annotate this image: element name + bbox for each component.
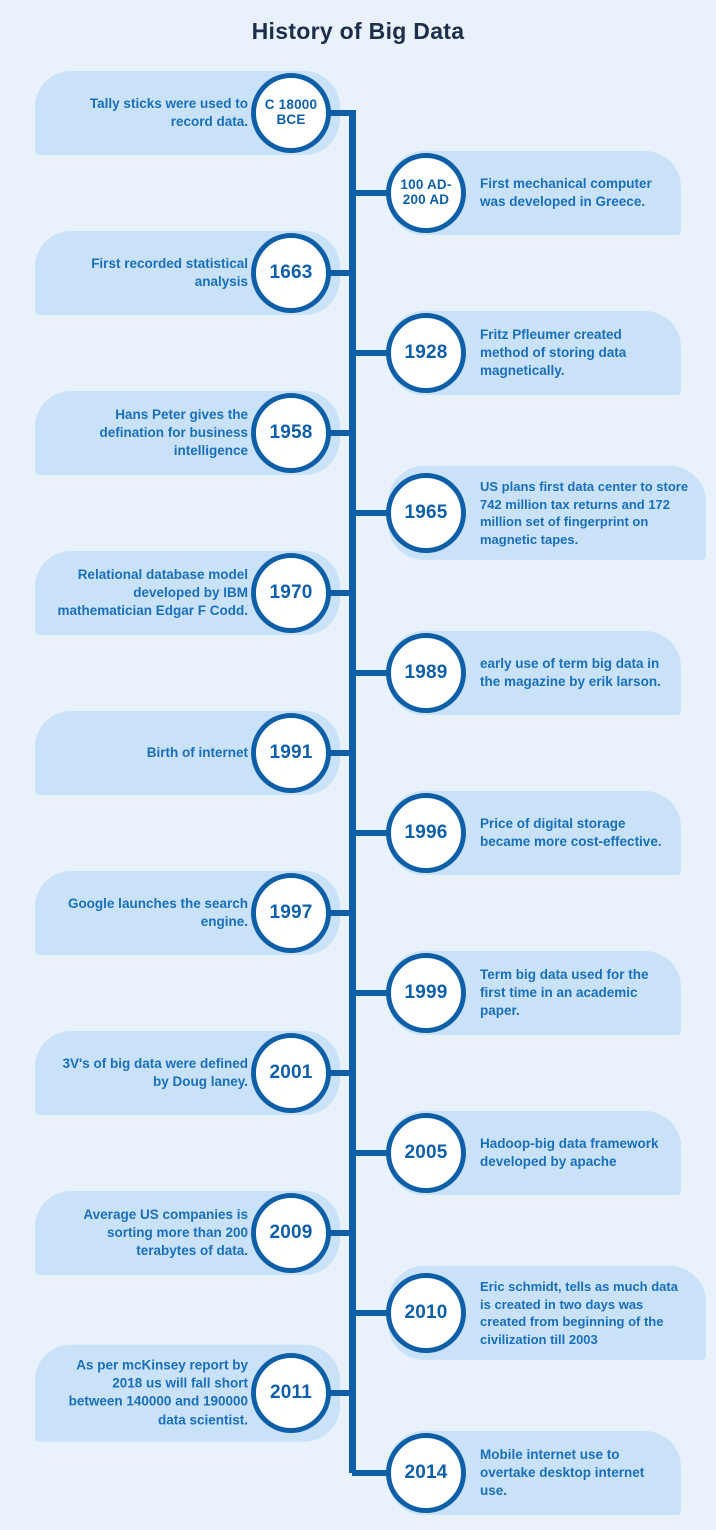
year-circle: 2001 bbox=[251, 1033, 331, 1113]
connector-line bbox=[318, 110, 356, 116]
year-circle: 1663 bbox=[251, 233, 331, 313]
event-description: Hans Peter gives the defination for busi… bbox=[99, 406, 248, 459]
connector-line bbox=[352, 1310, 392, 1316]
year-label: 2011 bbox=[269, 1381, 313, 1403]
year-circle: 1991 bbox=[251, 713, 331, 793]
connector-line bbox=[352, 670, 392, 676]
year-circle: 2005 bbox=[386, 1113, 466, 1193]
year-circle: C 18000 BCE bbox=[251, 73, 331, 153]
year-label: 1999 bbox=[404, 981, 448, 1003]
year-label: 2001 bbox=[269, 1061, 313, 1083]
event-description: Fritz Pfleumer created method of storing… bbox=[480, 326, 627, 379]
event-description: Eric schmidt, tells as much data is crea… bbox=[480, 1278, 678, 1347]
year-circle: 1996 bbox=[386, 793, 466, 873]
event-description: Average US companies is sorting more tha… bbox=[83, 1206, 248, 1259]
event-description: Hadoop-big data framework developed by a… bbox=[480, 1135, 659, 1169]
event-description: Tally sticks were used to record data. bbox=[89, 95, 248, 129]
event-description: Price of digital storage became more cos… bbox=[480, 815, 662, 849]
connector-line bbox=[318, 1070, 356, 1076]
year-label: 1958 bbox=[269, 421, 313, 443]
event-description: As per mcKinsey report by 2018 us will f… bbox=[68, 1357, 248, 1428]
connector-line bbox=[318, 1230, 356, 1236]
year-label: 1991 bbox=[269, 741, 313, 763]
connector-line bbox=[352, 1150, 392, 1156]
year-label: 100 AD-200 AD bbox=[400, 177, 452, 207]
event-description: US plans first data center to store 742 … bbox=[480, 478, 689, 547]
year-label: 2005 bbox=[404, 1141, 448, 1163]
connector-line bbox=[352, 510, 392, 516]
year-circle: 1965 bbox=[386, 473, 466, 553]
event-description: Term big data used for the first time in… bbox=[480, 966, 649, 1019]
connector-line bbox=[318, 1390, 356, 1396]
connector-line bbox=[352, 190, 392, 196]
year-label: 1928 bbox=[404, 341, 448, 363]
year-circle: 1958 bbox=[251, 393, 331, 473]
event-description: Mobile internet use to overtake desktop … bbox=[480, 1446, 645, 1499]
year-circle: 1928 bbox=[386, 313, 466, 393]
year-label: 2014 bbox=[404, 1461, 448, 1483]
event-description: Birth of internet bbox=[146, 744, 248, 760]
connector-line bbox=[318, 430, 356, 436]
year-label: 1965 bbox=[404, 501, 448, 523]
event-description: early use of term big data in the magazi… bbox=[480, 655, 661, 689]
year-circle: 2014 bbox=[386, 1433, 466, 1513]
year-circle: 100 AD-200 AD bbox=[386, 153, 466, 233]
page-title: History of Big Data bbox=[251, 18, 465, 44]
year-label: C 18000 BCE bbox=[264, 97, 318, 127]
connector-line bbox=[352, 1470, 392, 1476]
year-circle: 1997 bbox=[251, 873, 331, 953]
year-circle: 1999 bbox=[386, 953, 466, 1033]
timeline-spine bbox=[349, 113, 356, 1473]
year-circle: 2009 bbox=[251, 1193, 331, 1273]
connector-line bbox=[352, 990, 392, 996]
year-label: 2010 bbox=[404, 1301, 448, 1323]
event-description: Relational database model developed by I… bbox=[57, 566, 248, 619]
year-label: 1996 bbox=[404, 821, 448, 843]
event-description: Google launches the search engine. bbox=[67, 895, 248, 929]
year-label: 1970 bbox=[269, 581, 313, 603]
event-description: First recorded statistical analysis bbox=[91, 255, 248, 289]
year-circle: 1970 bbox=[251, 553, 331, 633]
year-circle: 2010 bbox=[386, 1273, 466, 1353]
connector-line bbox=[352, 350, 392, 356]
event-description: First mechanical computer was developed … bbox=[480, 175, 652, 209]
year-label: 1663 bbox=[269, 261, 313, 283]
year-label: 2009 bbox=[269, 1221, 313, 1243]
year-label: 1997 bbox=[269, 901, 313, 923]
connector-line bbox=[318, 910, 356, 916]
connector-line bbox=[352, 830, 392, 836]
year-circle: 1989 bbox=[386, 633, 466, 713]
connector-line bbox=[318, 590, 356, 596]
year-circle: 2011 bbox=[251, 1353, 331, 1433]
event-description: 3V's of big data were defined by Doug la… bbox=[62, 1055, 249, 1089]
year-label: 1989 bbox=[404, 661, 448, 683]
connector-line bbox=[318, 750, 356, 756]
connector-line bbox=[318, 270, 356, 276]
